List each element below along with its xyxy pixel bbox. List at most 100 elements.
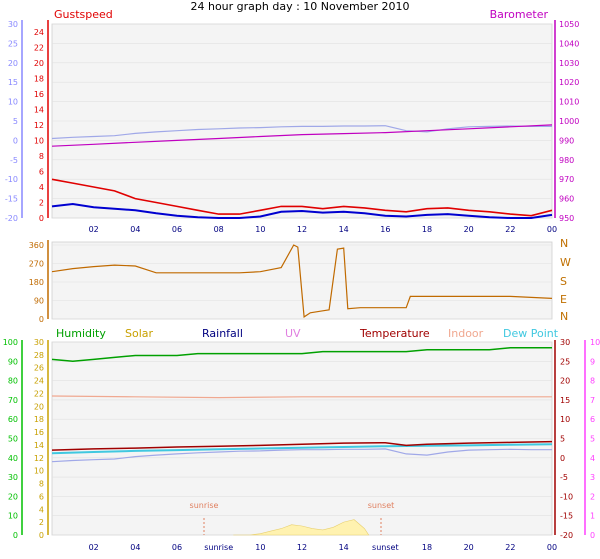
panel1-left-tick-label: 20 bbox=[8, 59, 18, 68]
panel3-solar-tick-label: 24 bbox=[34, 377, 44, 386]
panel2-left-tick-label: 360 bbox=[29, 241, 44, 250]
panel3-temp-tick-label: 10 bbox=[560, 415, 570, 424]
panel1-right-tick-label: 990 bbox=[559, 136, 574, 145]
legend-dewpoint: Dew Point bbox=[503, 327, 559, 340]
panel3-x-tick-label: 20 bbox=[464, 543, 474, 552]
panel1-x-tick-label: 14 bbox=[339, 225, 349, 234]
panel1-left-red-tick-label: 8 bbox=[39, 152, 44, 161]
panel3-humidity-tick-label: 70 bbox=[8, 396, 18, 405]
panel3-x-tick-label: 02 bbox=[89, 543, 99, 552]
panel1-x-tick-label: 08 bbox=[214, 225, 224, 234]
panel3-humidity-tick-label: 60 bbox=[8, 415, 18, 424]
panel3-temp-tick-label: -20 bbox=[560, 531, 573, 540]
dir-label-w: W bbox=[560, 256, 571, 269]
sunset-label: sunset bbox=[368, 501, 395, 510]
panel2-series bbox=[51, 244, 553, 318]
panel2-left-tick-label: 0 bbox=[39, 315, 44, 324]
panel3-humidity-tick-label: 30 bbox=[8, 473, 18, 482]
panel3-temp-tick-label: 15 bbox=[560, 396, 570, 405]
panel3-solar-tick-label: 28 bbox=[34, 351, 44, 360]
dir-label-e: E bbox=[560, 293, 567, 306]
panel3-solar-tick-label: 16 bbox=[34, 428, 44, 437]
panel3-uv-tick-label: 6 bbox=[590, 415, 595, 424]
panel1-left-tick-label: 0 bbox=[13, 136, 18, 145]
humidity-line bbox=[51, 347, 552, 363]
panel-wind-direction: 360 270 180 90 0 N W S E N bbox=[29, 237, 571, 324]
panel2-direction-labels: N W S E N bbox=[560, 237, 571, 323]
panel1-left-red-tick-label: 20 bbox=[34, 59, 44, 68]
panel3-humidity-tick-label: 50 bbox=[8, 435, 18, 444]
panel3-x-tick-label: 14 bbox=[339, 543, 349, 552]
panel3-temp-tick-label: 30 bbox=[560, 338, 570, 347]
panel1-x-tick-label: 00 bbox=[547, 225, 557, 234]
panel3-solar-tick-label: 0 bbox=[39, 531, 44, 540]
panel1-right-tick-label: 950 bbox=[559, 214, 574, 223]
panel1-left-tick-label: -5 bbox=[10, 156, 18, 165]
panel3-uv-tick-label: 4 bbox=[590, 454, 595, 463]
panel1-left-red-tick-label: 2 bbox=[39, 199, 44, 208]
dir-label-s: S bbox=[560, 275, 567, 288]
panel1-right-tick-label: 1030 bbox=[559, 59, 579, 68]
panel3-temp-tick-label: -5 bbox=[560, 473, 568, 482]
panel3-humidity-tick-label: 100 bbox=[3, 338, 18, 347]
panel3-solar-tick-label: 8 bbox=[39, 480, 44, 489]
panel1-right-tick-label: 1010 bbox=[559, 98, 579, 107]
panel3-x-ticks: 02 04 06 sunrise 10 12 14 sunset 18 20 22 00 bbox=[89, 543, 558, 552]
panel3-x-tick-label: sunset bbox=[372, 543, 399, 552]
panel1-right-tick-label: 970 bbox=[559, 175, 574, 184]
panel3-x-tick-label: 04 bbox=[130, 543, 140, 552]
panel3-temp-tick-label: -10 bbox=[560, 492, 573, 501]
panel1-right-tick-label: 960 bbox=[559, 195, 574, 204]
panel3-right-ticks-temp: 30 25 20 15 10 5 0 -5 -10 -15 -20 bbox=[560, 338, 573, 540]
legend-indoor: Indoor bbox=[448, 327, 484, 340]
panel1-left-red-tick-label: 24 bbox=[34, 28, 44, 37]
panel1-left-red-tick-label: 22 bbox=[34, 44, 44, 53]
panel1-left-red-tick-label: 16 bbox=[34, 90, 44, 99]
panel1-right-ticks: 1050 1040 1030 1020 1010 1000 990 980 970 960 950 bbox=[559, 20, 579, 223]
panel2-left-tick-label: 180 bbox=[29, 278, 44, 287]
panel3-uv-tick-label: 8 bbox=[590, 377, 595, 386]
panel1-left-tick-label: 5 bbox=[13, 117, 18, 126]
panel3-x-tick-label: 18 bbox=[422, 543, 432, 552]
panel1-series bbox=[51, 124, 553, 219]
panel1-right-tick-label: 1050 bbox=[559, 20, 579, 29]
panel3-humidity-tick-label: 80 bbox=[8, 377, 18, 386]
panel3-solar-tick-label: 2 bbox=[39, 518, 44, 527]
panel1-x-tick-label: 20 bbox=[464, 225, 474, 234]
outdoor-temp-line-panel3 bbox=[51, 448, 552, 463]
panel1-x-tick-label: 16 bbox=[380, 225, 390, 234]
panel1-x-tick-label: 02 bbox=[89, 225, 99, 234]
panel3-uv-tick-label: 9 bbox=[590, 357, 595, 366]
panel1-left-red-tick-label: 18 bbox=[34, 75, 44, 84]
panel1-x-tick-label: 12 bbox=[297, 225, 307, 234]
panel1-left-red-tick-label: 14 bbox=[34, 106, 44, 115]
page-title: 24 hour graph day : 10 November 2010 bbox=[190, 0, 409, 13]
panel3-uv-tick-label: 0 bbox=[590, 531, 595, 540]
legend-temperature: Temperature bbox=[359, 327, 430, 340]
panel1-left-red-tick-label: 6 bbox=[39, 168, 44, 177]
panel3-x-tick-label: sunrise bbox=[204, 543, 233, 552]
panel1-right-tick-label: 1020 bbox=[559, 78, 579, 87]
panel1-left-tick-label: 15 bbox=[8, 78, 18, 87]
wind-direction-line bbox=[51, 244, 553, 318]
panel3-temp-tick-label: 5 bbox=[560, 435, 565, 444]
panel3-solar-tick-label: 20 bbox=[34, 402, 44, 411]
panel3-x-tick-label: 06 bbox=[172, 543, 182, 552]
solar-area bbox=[233, 519, 370, 536]
windspeed-line bbox=[51, 202, 553, 219]
panel3-solar-tick-label: 6 bbox=[39, 492, 44, 501]
legend-humidity: Humidity bbox=[56, 327, 106, 340]
panel3-uv-tick-label: 3 bbox=[590, 473, 595, 482]
panel1-left-red-tick-label: 10 bbox=[34, 137, 44, 146]
panel1-x-tick-label: 04 bbox=[130, 225, 140, 234]
panel3-humidity-tick-label: 0 bbox=[13, 531, 18, 540]
panel1-left-tick-label: 30 bbox=[8, 20, 18, 29]
dir-label-n-top: N bbox=[560, 237, 568, 250]
panel3-humidity-tick-label: 10 bbox=[8, 512, 18, 521]
panel3-solar-tick-label: 30 bbox=[34, 338, 44, 347]
panel3-temp-tick-label: 0 bbox=[560, 454, 565, 463]
panel2-left-tick-label: 90 bbox=[34, 297, 44, 306]
